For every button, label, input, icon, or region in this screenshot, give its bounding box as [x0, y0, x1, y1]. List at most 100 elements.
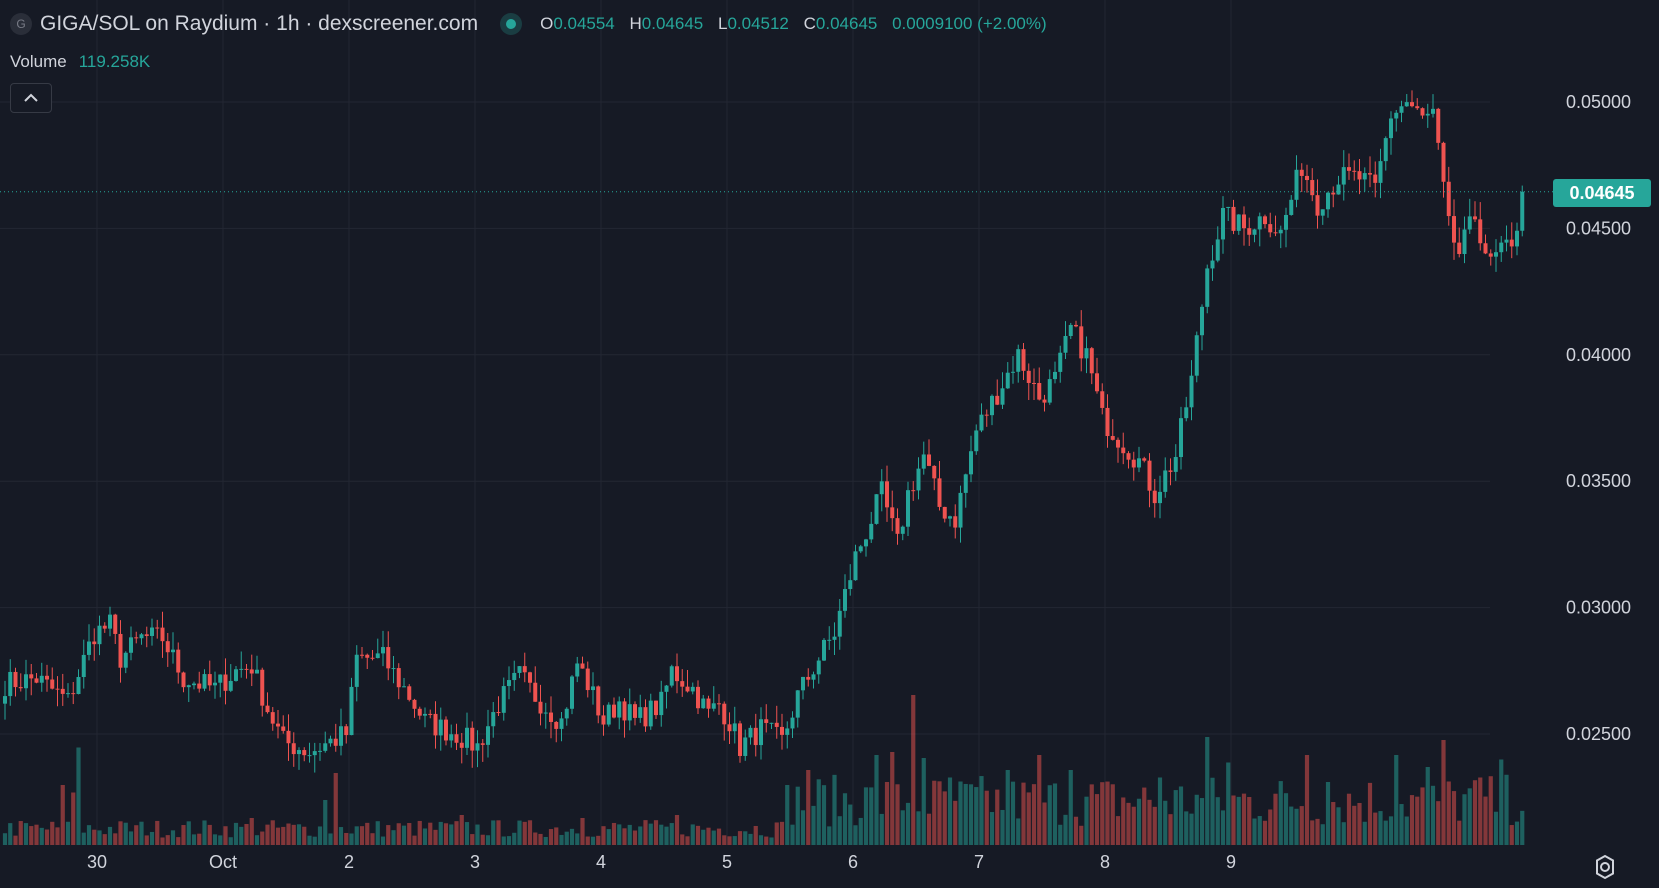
volume-bar — [1089, 784, 1094, 845]
volume-bar — [1299, 806, 1304, 845]
candle-body — [291, 743, 296, 755]
candle-body — [864, 539, 868, 547]
volume-bar — [1436, 801, 1441, 845]
volume-bar — [911, 695, 916, 845]
candle-body — [1305, 175, 1309, 181]
volume-bar — [1205, 737, 1210, 845]
volume-bar — [370, 833, 375, 845]
candle-body — [1179, 418, 1183, 458]
candle-body — [953, 516, 958, 528]
market-status-icon[interactable] — [500, 13, 523, 35]
candle-body — [1011, 371, 1015, 373]
candle-body — [1142, 458, 1147, 461]
chart-title[interactable]: GIGA/SOL on Raydium · 1h · dexscreener.c… — [40, 12, 479, 35]
volume-bar — [748, 833, 753, 845]
candle-body — [538, 701, 543, 714]
close-value: 0.04645 — [815, 14, 878, 33]
candle-body — [601, 715, 606, 725]
candle-body — [1147, 460, 1152, 491]
volume-bar — [475, 824, 480, 845]
volume-bar — [926, 813, 932, 845]
volume-bar — [1236, 796, 1241, 845]
volume-bar — [711, 830, 716, 845]
volume-bar — [13, 835, 18, 845]
volume-bar — [795, 786, 800, 845]
volume-bar — [1042, 802, 1047, 845]
y-tick-label: 0.03000 — [1566, 598, 1631, 618]
volume-bar — [837, 816, 842, 845]
volume-bar — [1131, 806, 1136, 845]
volume-bar — [176, 837, 181, 845]
candle-body — [685, 686, 690, 692]
volume-bar — [701, 829, 706, 845]
ohlc-readout: O0.04554 H0.04645 L0.04512 C0.04645 0.00… — [540, 14, 1057, 34]
candle-body — [580, 663, 585, 669]
volume-bar — [533, 832, 538, 845]
last-price-label: 0.04645 — [1553, 179, 1651, 207]
candle-body — [1152, 490, 1157, 504]
volume-bar — [1331, 802, 1336, 845]
collapse-legend-button[interactable] — [10, 83, 52, 113]
candle-body — [228, 680, 233, 691]
volume-bar — [974, 787, 979, 845]
candle-body — [1252, 229, 1257, 235]
volume-bar — [596, 835, 601, 845]
candle-body — [822, 639, 826, 661]
candle-body — [911, 490, 916, 492]
volume-bar — [569, 828, 575, 845]
volume-bar — [1110, 784, 1115, 845]
volume-bar — [1194, 794, 1199, 845]
candle-body — [160, 627, 165, 642]
volume-bar — [863, 787, 869, 845]
volume-bar — [1173, 790, 1178, 845]
volume-bar — [1184, 811, 1189, 845]
candle-body — [722, 703, 727, 725]
volume-bar — [785, 785, 790, 845]
volume-bar — [359, 826, 365, 845]
volume-bar — [1241, 793, 1247, 845]
volume-bar — [1031, 784, 1037, 845]
candle-body — [265, 705, 270, 713]
candle-body — [706, 698, 711, 709]
candle-body — [1221, 207, 1225, 240]
candle-body — [617, 701, 622, 718]
candle-body — [192, 683, 196, 686]
candle-body — [585, 668, 590, 691]
volume-bar — [947, 777, 953, 845]
candle-body — [34, 678, 39, 683]
volume-bar — [239, 826, 244, 845]
candle-body — [428, 713, 433, 715]
volume-bar — [879, 813, 884, 845]
candle-body — [1394, 112, 1399, 119]
candle-body — [1100, 391, 1105, 408]
candle-body — [480, 743, 485, 745]
volume-bar — [1252, 818, 1257, 845]
candle-body — [1032, 382, 1036, 384]
candle-body — [969, 451, 973, 475]
volume-bar — [1320, 824, 1325, 845]
volume-bar — [160, 837, 165, 845]
volume-bar — [585, 836, 590, 845]
volume-bar — [296, 824, 302, 845]
volume-bar — [459, 815, 464, 845]
candle-body — [423, 713, 427, 716]
volume-bar — [1430, 785, 1436, 845]
candle-body — [438, 719, 443, 736]
candle-body — [1347, 167, 1351, 171]
candle-body — [664, 685, 669, 692]
candle-body — [1404, 102, 1409, 107]
volume-bar — [244, 823, 249, 845]
volume-bar — [443, 823, 449, 845]
settings-icon[interactable] — [1591, 853, 1619, 881]
x-tick-label: 8 — [1100, 852, 1110, 872]
candle-body — [349, 686, 354, 736]
candle-body — [512, 672, 517, 681]
volume-bar — [1357, 802, 1362, 845]
candle-body — [1189, 375, 1194, 408]
volume-bar — [984, 790, 989, 845]
volume-bar — [1168, 814, 1173, 845]
candle-body — [1042, 399, 1047, 403]
candle-body — [869, 523, 874, 540]
volume-bar — [39, 827, 44, 845]
